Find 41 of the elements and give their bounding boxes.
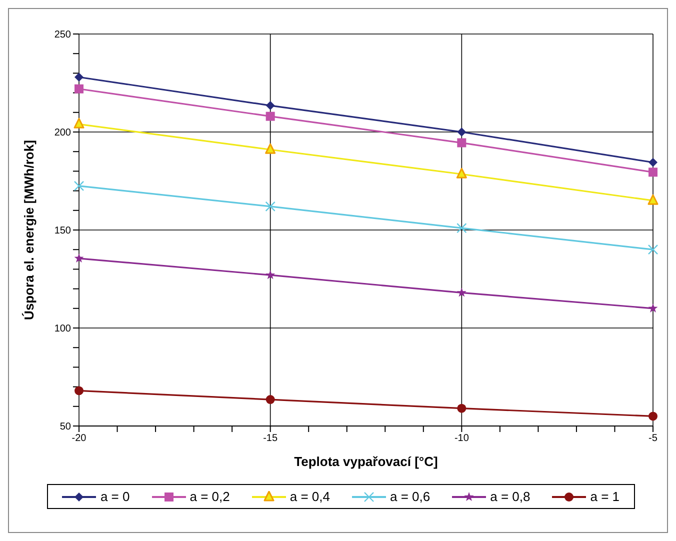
point	[74, 118, 84, 128]
point	[648, 412, 658, 421]
legend-label: a = 0	[100, 489, 130, 504]
point	[266, 270, 276, 280]
point	[456, 222, 467, 234]
point	[648, 158, 658, 167]
point	[266, 101, 275, 110]
legend-label: a = 0,8	[490, 489, 530, 504]
x-tick-label: -20	[72, 433, 87, 444]
x-tick-label: -15	[263, 433, 278, 444]
point	[265, 143, 276, 154]
point	[648, 244, 658, 255]
point	[266, 395, 275, 404]
point	[74, 180, 84, 191]
legend-label: a = 1	[590, 489, 620, 504]
point	[74, 386, 84, 396]
y-tick-label: 250	[54, 30, 72, 41]
y-tick-label: 100	[54, 324, 72, 335]
point	[648, 168, 658, 177]
point	[456, 288, 466, 297]
point	[648, 194, 658, 205]
point	[74, 253, 84, 262]
point	[457, 404, 466, 413]
point	[457, 128, 466, 136]
y-tick-label: 200	[54, 128, 72, 139]
legend-label: a = 0,4	[290, 489, 330, 504]
y-tick-label: 150	[54, 226, 72, 237]
y-tick-label: 50	[60, 422, 72, 433]
point	[457, 138, 466, 148]
y-axis-title: Úspora el. energie [MWh/rok]	[22, 140, 37, 320]
point	[74, 84, 84, 94]
point	[265, 201, 276, 212]
x-tick-label: -5	[648, 433, 658, 444]
legend-label: a = 0,2	[190, 489, 230, 504]
point	[74, 72, 84, 82]
x-axis-title: Teplota vypařovací [°C]	[294, 454, 438, 469]
point	[648, 303, 658, 312]
point	[456, 168, 467, 178]
legend-label: a = 0,6	[390, 489, 430, 504]
point	[266, 112, 275, 121]
x-tick-label: -10	[454, 433, 470, 444]
